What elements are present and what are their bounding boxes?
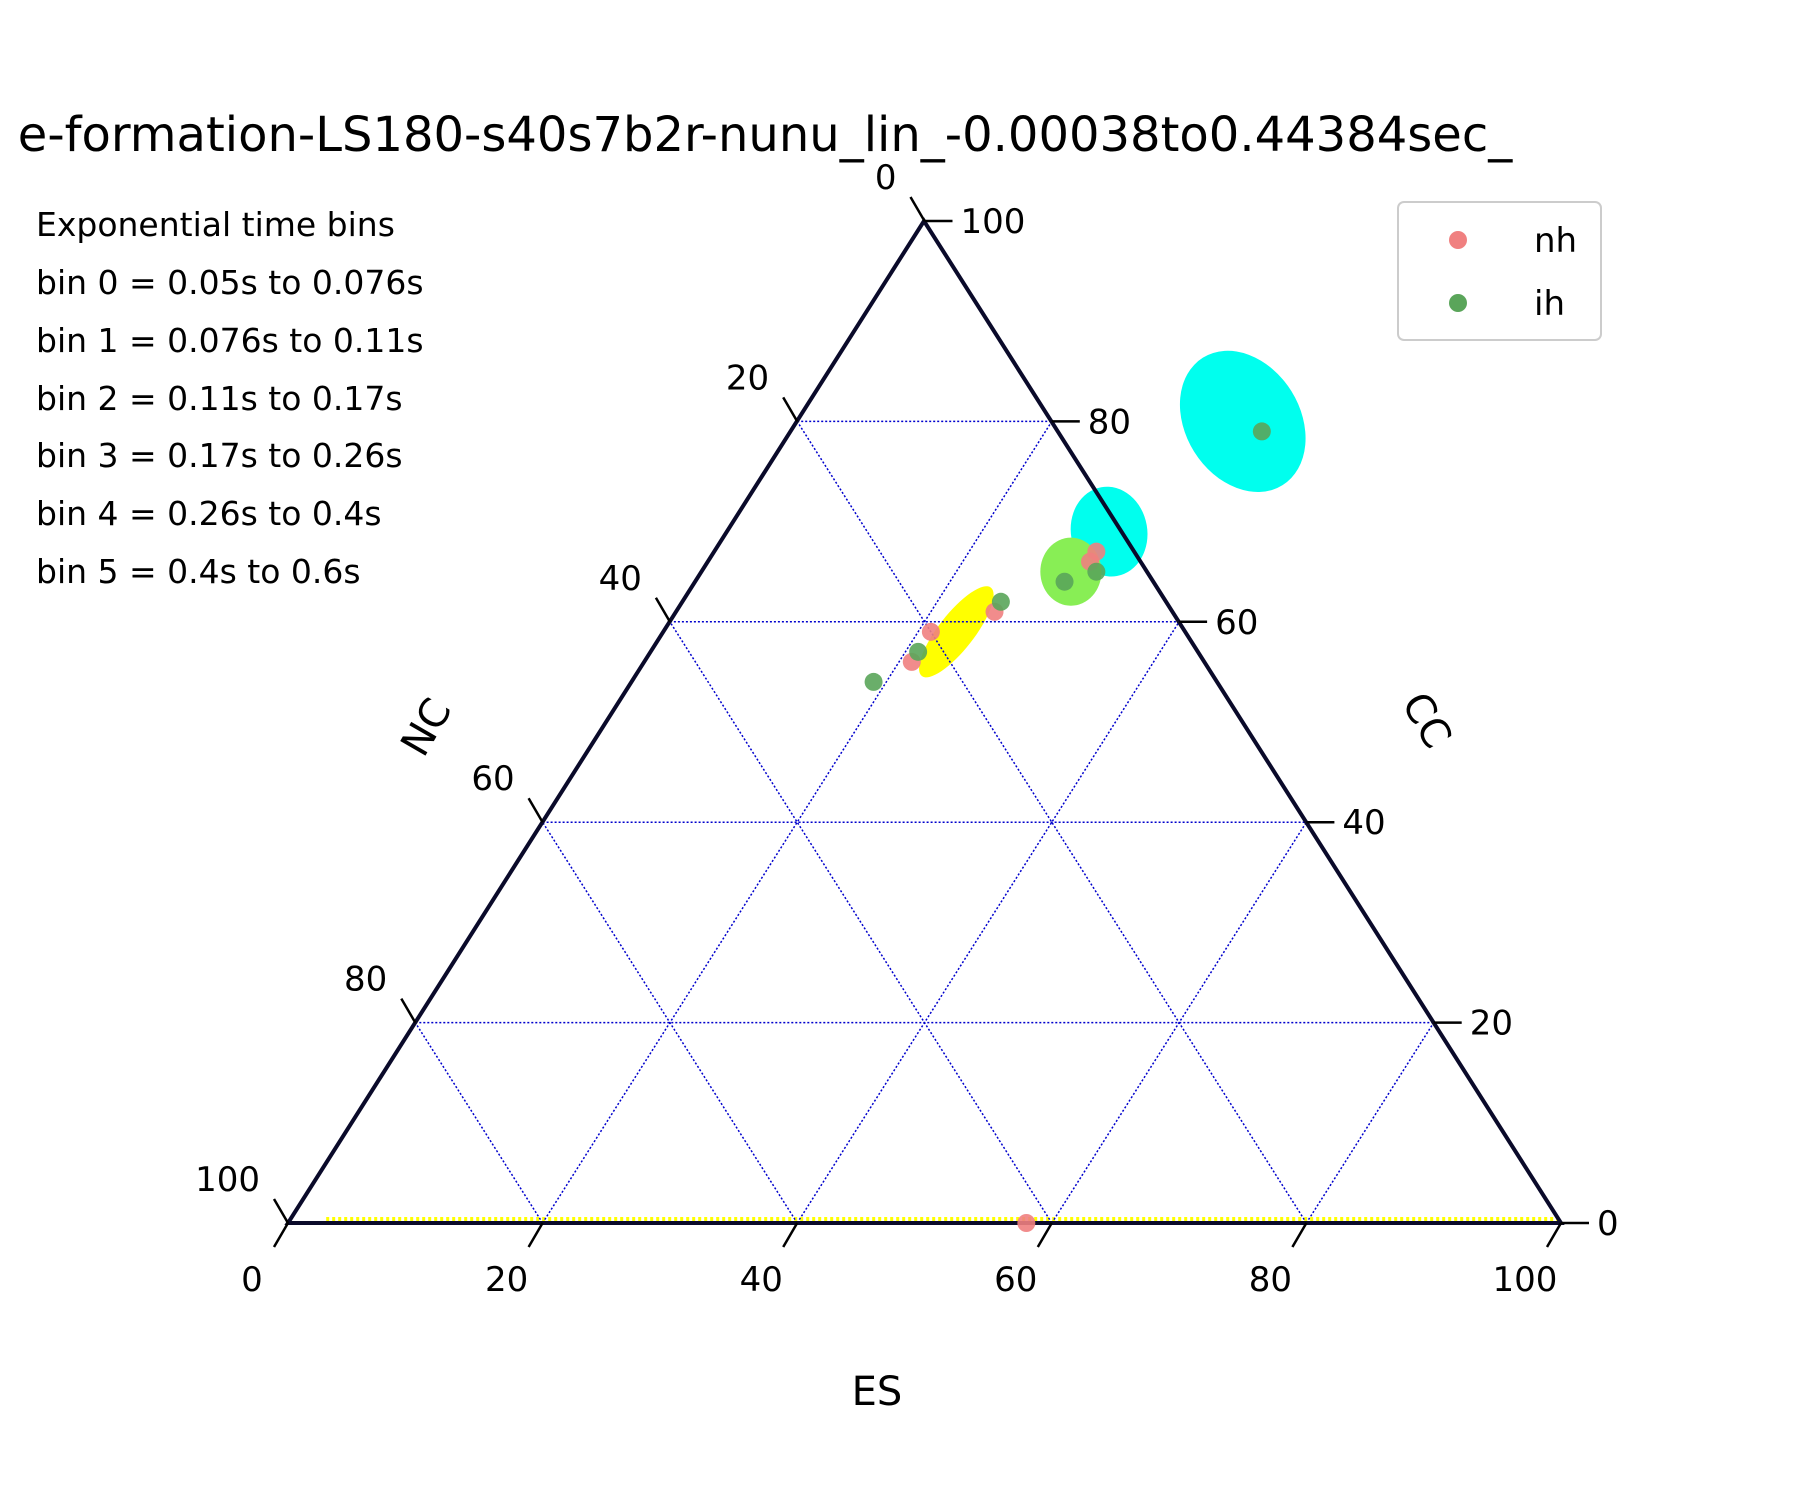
grid-line	[414, 1022, 544, 1224]
point-ih	[1055, 572, 1074, 591]
legend: nh ih	[1397, 201, 1602, 341]
bottom-tick-label: 80	[1249, 1260, 1292, 1300]
grid-line	[541, 821, 798, 1224]
grid-line	[1305, 1022, 1435, 1224]
triangle-outline	[284, 217, 1565, 1225]
bottom-tick-label: 20	[485, 1260, 528, 1300]
right-tick-label: 60	[1215, 603, 1258, 643]
annotation-block: Exponential time bins bin 0 = 0.05s to 0…	[36, 205, 424, 591]
annotation-line: bin 0 = 0.05s to 0.076s	[36, 263, 424, 302]
legend-label-nh: nh	[1534, 221, 1577, 261]
right-tick-label: 40	[1342, 803, 1385, 843]
bottom-tick	[782, 1222, 799, 1248]
legend-frame	[1397, 201, 1602, 341]
point-ih	[909, 642, 928, 661]
grid-line	[796, 621, 1180, 1224]
bottom-tick	[1036, 1222, 1053, 1248]
point-ih	[864, 672, 883, 691]
left-tick-label: 40	[599, 559, 642, 599]
annotation-line: bin 4 = 0.26s to 0.4s	[36, 494, 382, 533]
right-tick-label: 100	[961, 202, 1026, 242]
right-tick-label: 0	[1597, 1204, 1619, 1244]
point-ih	[1252, 422, 1271, 441]
chart-title: e-formation-LS180-s40s7b2r-nunu_lin_-0.0…	[18, 107, 1513, 163]
bottom-tick-label: 60	[994, 1260, 1037, 1300]
annotation-line: bin 1 = 0.076s to 0.11s	[36, 321, 424, 360]
legend-marker-ih	[1449, 294, 1467, 312]
left-tick	[782, 396, 799, 423]
annotation-line: bin 2 = 0.11s to 0.17s	[36, 379, 403, 418]
point-ih	[991, 592, 1010, 611]
annotation-line: bin 5 = 0.4s to 0.6s	[36, 552, 361, 591]
point-nh	[921, 622, 940, 641]
left-axis-label: NC	[392, 691, 461, 764]
density-regions	[326, 350, 1561, 1221]
legend-label-ih: ih	[1534, 284, 1565, 324]
left-tick-label: 0	[875, 158, 897, 198]
left-tick-label: 80	[344, 960, 387, 1000]
density-region	[1179, 350, 1306, 492]
left-tick	[909, 196, 926, 222]
bottom-tick-label: 0	[241, 1260, 263, 1300]
left-tick-label: 60	[471, 759, 514, 799]
x-axis-label: ES	[852, 1369, 903, 1415]
bottom-tick-label: 40	[740, 1260, 783, 1300]
tick-labels: 0 20 40 60 80 100 0 20 40 60 80 100 0 20 40 60 80 100	[195, 158, 1619, 1300]
legend-marker-nh	[1449, 231, 1467, 249]
left-tick-label: 20	[726, 358, 769, 398]
right-axis-label: CC	[1392, 685, 1460, 756]
bottom-tick	[272, 1222, 290, 1248]
left-tick	[272, 1198, 290, 1224]
bottom-tick	[1291, 1222, 1308, 1248]
bottom-tick	[527, 1222, 544, 1248]
annotation-line: bin 3 = 0.17s to 0.26s	[36, 436, 403, 475]
right-tick-label: 20	[1470, 1004, 1513, 1044]
annotation-line: Exponential time bins	[36, 205, 395, 244]
left-tick	[654, 597, 671, 623]
left-tick	[527, 797, 544, 823]
grid-lines	[414, 420, 1435, 1224]
point-ih	[1087, 562, 1106, 581]
density-region	[919, 586, 994, 678]
left-tick	[400, 997, 417, 1024]
triangle-frame	[284, 217, 1565, 1225]
right-tick-label: 80	[1088, 402, 1131, 442]
scatter-points	[864, 422, 1271, 1232]
bottom-tick-label: 100	[1493, 1260, 1558, 1300]
left-tick-label: 100	[195, 1160, 260, 1200]
grid-line	[669, 621, 1053, 1224]
tick-marks	[272, 196, 1589, 1248]
point-nh	[1017, 1214, 1036, 1232]
bottom-tick	[1545, 1222, 1563, 1248]
